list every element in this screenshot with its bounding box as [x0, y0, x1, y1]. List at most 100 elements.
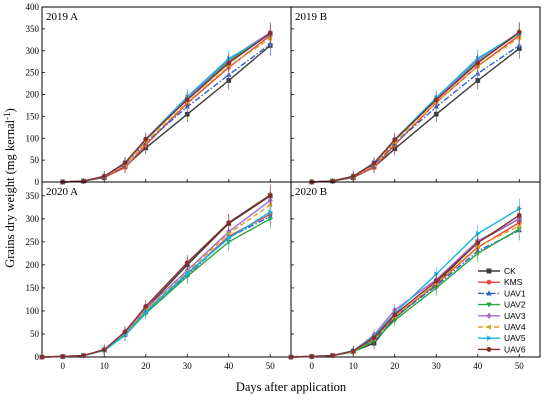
y-tick-label: 0	[35, 352, 40, 362]
panel-4: 0 10 20 30 40 50 2020 B	[287, 181, 541, 371]
series-line	[41, 218, 271, 358]
data-point	[39, 354, 45, 360]
legend-item-uav5: UAV5	[478, 333, 526, 343]
legend-label: UAV2	[504, 300, 526, 310]
series-uav3	[309, 22, 522, 186]
series-uav1	[39, 206, 274, 359]
series-line	[41, 211, 271, 358]
series-uav4	[38, 195, 273, 360]
y-axis-title-superscript: -1	[2, 112, 12, 120]
legend-marker	[486, 290, 492, 296]
series-line	[62, 44, 271, 183]
x-tick-label: 0	[61, 361, 66, 371]
data-point	[516, 34, 522, 41]
series-kms	[309, 25, 522, 185]
data-point	[392, 137, 398, 142]
data-point	[434, 271, 440, 277]
legend-item-uav6: UAV6	[478, 344, 526, 354]
data-point	[350, 348, 356, 354]
x-tick-label: 20	[390, 361, 400, 371]
legend-label: UAV6	[504, 344, 526, 354]
data-point	[475, 55, 481, 61]
data-point	[475, 230, 481, 237]
legend-marker	[486, 335, 493, 342]
y-tick-label: 400	[26, 2, 40, 12]
data-point	[225, 230, 231, 237]
data-point	[475, 60, 481, 66]
data-point	[184, 97, 190, 103]
legend-marker	[485, 324, 492, 330]
data-point	[517, 205, 523, 212]
y-tick-label: 100	[26, 133, 40, 143]
data-point	[267, 35, 273, 42]
y-tick-label: 200	[26, 90, 40, 100]
legend-label: UAV3	[504, 311, 526, 321]
x-tick-label: 50	[266, 361, 276, 371]
panel-frame	[290, 6, 541, 183]
y-axis-title-main: Grains dry weight (mg kernal	[3, 119, 17, 267]
data-point	[516, 222, 522, 229]
legend-item-uav3: UAV3	[478, 311, 526, 321]
data-point	[184, 260, 190, 265]
legend-marker	[486, 346, 492, 352]
series-uav3	[60, 22, 273, 186]
panel-frame	[41, 6, 292, 183]
data-point	[101, 347, 107, 352]
series-line	[311, 31, 520, 183]
data-point	[516, 29, 522, 35]
data-point	[122, 329, 128, 335]
panel-3: 0 50 100 150 200 250 300 350 0 10 20 30 40 50 2020 A	[26, 181, 292, 371]
y-tick-label: 350	[26, 191, 40, 201]
series-line	[41, 195, 271, 358]
data-point	[226, 235, 232, 241]
y-tick-label: 300	[26, 46, 40, 56]
data-point	[433, 278, 439, 284]
y-tick-label: 150	[26, 283, 40, 293]
data-point	[267, 30, 273, 36]
data-point	[143, 303, 149, 309]
data-point	[81, 353, 86, 358]
data-point	[475, 240, 481, 246]
series-line	[290, 218, 520, 358]
legend-item-uav1: UAV1	[478, 288, 526, 298]
y-tick-label: 50	[30, 155, 40, 165]
panel-1: 0 50 100 150 200 250 300 350 400 2019 A	[26, 2, 292, 187]
y-tick-label: 300	[26, 214, 40, 224]
data-point	[474, 243, 480, 250]
x-tick-label: 10	[100, 361, 110, 371]
data-point	[330, 353, 335, 358]
data-point	[185, 270, 191, 276]
y-tick-label: 350	[26, 24, 40, 34]
x-tick-label: 20	[141, 361, 151, 371]
series-ck	[39, 185, 273, 360]
series-line	[311, 44, 520, 183]
data-point	[371, 335, 377, 341]
series-uav6	[39, 184, 273, 360]
x-tick-label: 0	[310, 361, 315, 371]
series-uav3	[288, 208, 522, 361]
y-tick-label: 0	[35, 177, 40, 187]
data-point	[371, 160, 377, 166]
series-line	[62, 32, 271, 183]
legend-label: CK	[504, 266, 516, 276]
x-axis-title: Days after application	[236, 380, 347, 394]
series-line	[41, 213, 271, 358]
series-uav2	[308, 23, 523, 186]
series-line	[290, 225, 520, 358]
data-point	[392, 312, 398, 317]
series-line	[311, 48, 520, 183]
legend-label: UAV4	[504, 322, 526, 332]
legend-item-kms: KMS	[478, 277, 523, 287]
series-ck	[288, 208, 522, 360]
x-tick-label: 40	[224, 361, 234, 371]
data-point	[288, 354, 294, 360]
y-axis-title: Grains dry weight (mg kernal-1)	[2, 108, 17, 268]
series-kms	[288, 212, 522, 360]
y-tick-label: 150	[26, 111, 40, 121]
legend-item-uav2: UAV2	[478, 300, 526, 310]
data-point	[267, 192, 273, 198]
series-line	[311, 34, 520, 183]
legend-label: UAV5	[504, 333, 526, 343]
